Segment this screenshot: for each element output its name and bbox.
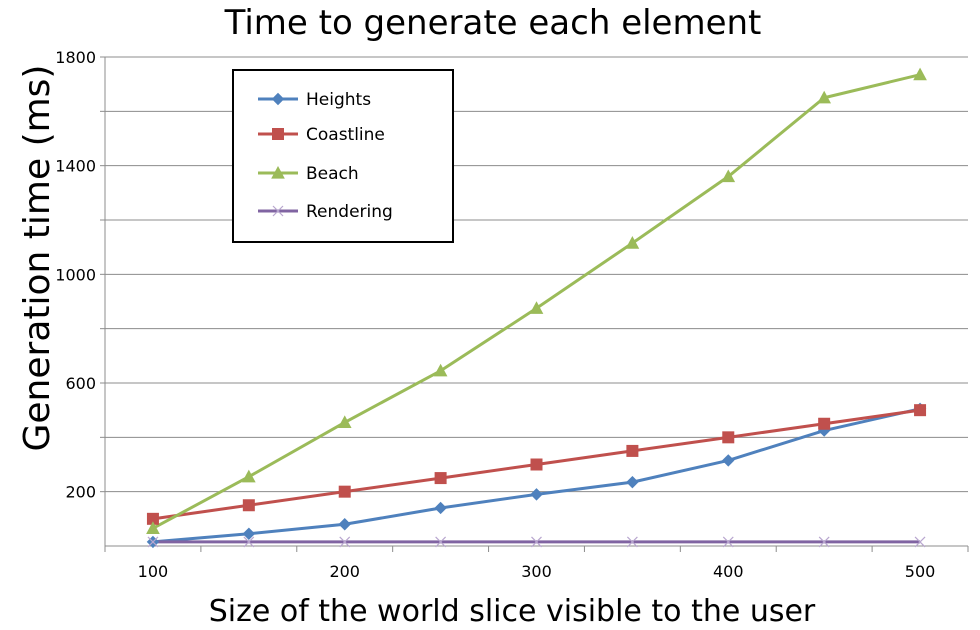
chart-title: Time to generate each element (224, 3, 762, 43)
axes (100, 56, 969, 552)
data-point-rendering (531, 536, 542, 548)
data-point-heights (626, 475, 639, 489)
legend-marker-beach (271, 165, 285, 179)
data-point-rendering-stroke (339, 536, 351, 548)
data-point-rendering (339, 536, 351, 548)
x-tick-label: 500 (905, 562, 936, 581)
data-point-beach (913, 67, 927, 81)
data-point-heights (722, 454, 735, 467)
chart-title-group: Time to generate each element (224, 3, 762, 43)
data-point-rendering (147, 536, 159, 548)
data-point-beach (625, 236, 640, 249)
data-point-rendering-stroke (243, 536, 255, 548)
data-point-beach (817, 90, 832, 104)
legend-marker-rendering-stroke (272, 205, 284, 217)
x-tick-label: 400 (713, 562, 744, 581)
legend-label-coastline: Coastline (306, 125, 385, 145)
data-point-coastline (626, 444, 639, 457)
legend-label-heights: Heights (306, 90, 371, 110)
data-point-beach (146, 521, 160, 534)
data-point-heights (434, 501, 447, 515)
data-point-coastline (530, 458, 543, 471)
legend: Heights Coastline Beach Rendering (232, 69, 454, 243)
data-point-rendering-stroke (818, 536, 830, 548)
data-point-rendering (818, 536, 830, 548)
data-point-beach (337, 415, 352, 428)
x-tick-labels: 100 200 300 400 500 (138, 562, 936, 581)
y-tick-label: 1800 (55, 48, 96, 67)
legend-marker-heights (271, 92, 285, 106)
data-point-rendering-stroke (435, 536, 447, 548)
data-point-rendering-stroke (531, 536, 542, 548)
y-tick-labels: 200 600 1000 1400 1800 (55, 48, 96, 502)
data-point-coastline (914, 404, 927, 417)
data-point-rendering (626, 536, 638, 548)
data-point-heights (338, 518, 351, 531)
data-point-coastline (338, 485, 351, 498)
legend-label-rendering: Rendering (306, 202, 393, 222)
data-point-coastline (434, 472, 447, 485)
series-line-heights (152, 407, 921, 544)
x-tick-label: 300 (521, 562, 552, 581)
legend-marker-rendering (272, 205, 284, 217)
y-tick-label: 1400 (55, 157, 96, 176)
y-tick-label: 1000 (55, 265, 96, 284)
legend-label-beach: Beach (306, 164, 359, 184)
data-point-rendering-stroke (147, 536, 159, 548)
y-axis-title: Generation time (ms) (17, 65, 58, 452)
data-point-rendering (914, 536, 926, 548)
data-point-heights (242, 527, 256, 540)
data-point-heights (530, 488, 543, 501)
x-axis-title: Size of the world slice visible to the u… (209, 594, 816, 629)
data-point-beach (433, 363, 448, 377)
x-tick-label: 200 (329, 562, 360, 581)
data-point-beach (529, 301, 544, 314)
data-point-rendering (243, 536, 255, 548)
data-point-rendering-stroke (914, 536, 926, 548)
data-point-beach (241, 469, 256, 483)
y-tick-label: 200 (65, 483, 96, 502)
data-point-rendering (435, 536, 447, 548)
data-point-rendering-stroke (722, 536, 734, 548)
data-point-coastline (818, 417, 831, 430)
data-point-beach (721, 169, 736, 183)
x-tick-label: 100 (138, 562, 169, 581)
series-markers (146, 67, 927, 549)
y-tick-label: 600 (65, 374, 96, 393)
data-point-rendering (722, 536, 734, 548)
data-point-coastline (242, 499, 255, 512)
legend-marker-coastline (272, 128, 284, 140)
data-point-rendering-stroke (626, 536, 638, 548)
data-point-coastline (722, 431, 735, 444)
